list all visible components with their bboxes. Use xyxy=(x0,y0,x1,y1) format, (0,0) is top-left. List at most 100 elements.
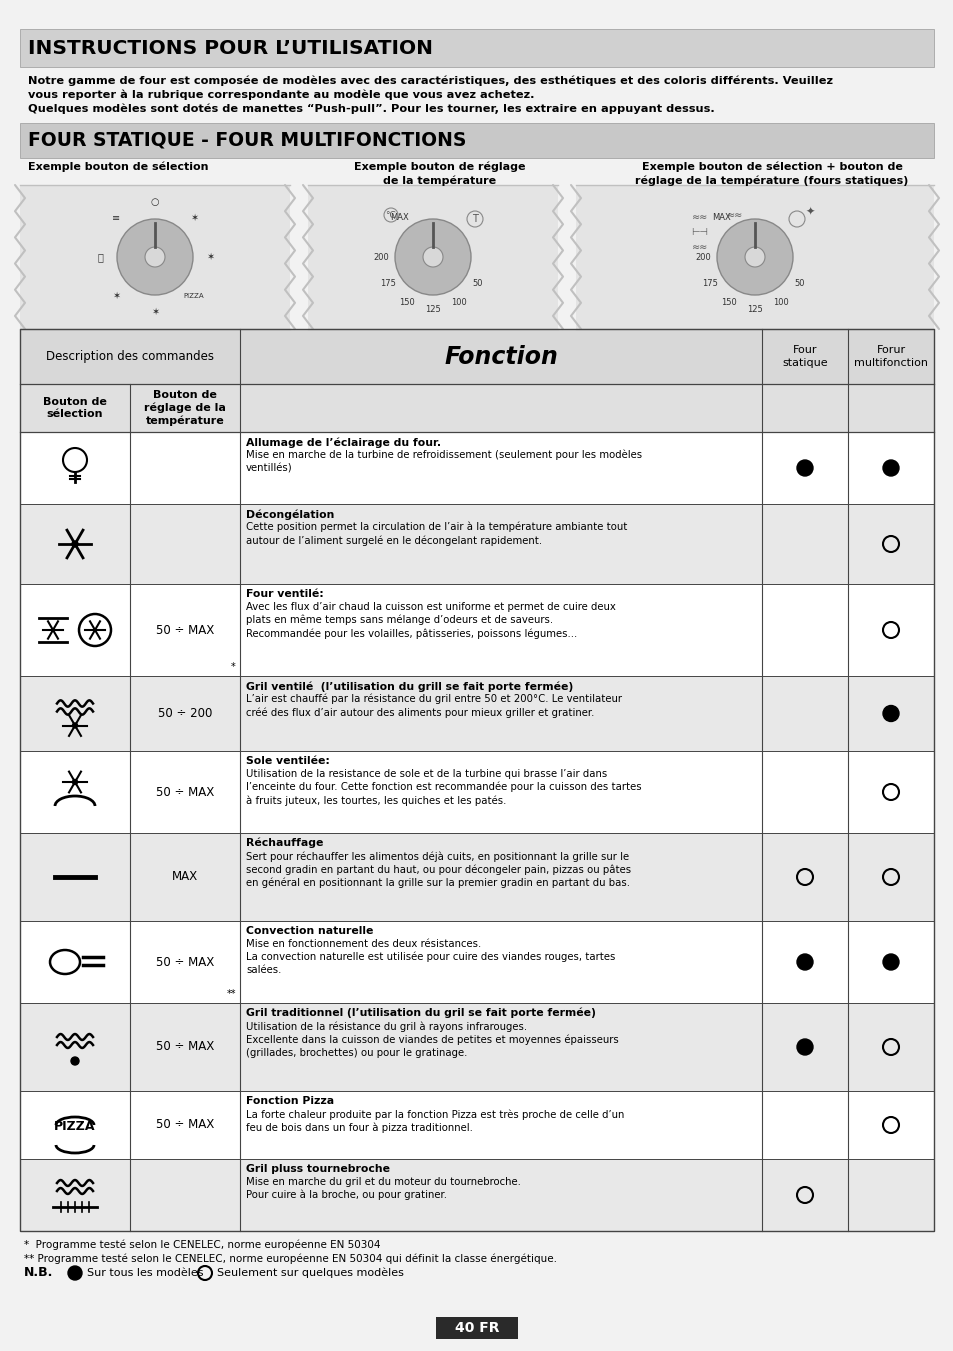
Text: 200: 200 xyxy=(695,253,710,262)
Text: PIZZA: PIZZA xyxy=(54,1120,95,1133)
Text: 100: 100 xyxy=(451,297,466,307)
Bar xyxy=(20,185,290,330)
Text: Mise en fonctionnement des deux résistances.
La convection naturelle est utilisé: Mise en fonctionnement des deux résistan… xyxy=(246,939,615,975)
Text: °C: °C xyxy=(385,211,395,219)
Text: 125: 125 xyxy=(425,304,440,313)
Text: Quelques modèles sont dotés de manettes “Push-pull”. Pour les tourner, les extra: Quelques modèles sont dotés de manettes … xyxy=(28,103,714,113)
Text: FOUR STATIQUE - FOUR MULTIFONCTIONS: FOUR STATIQUE - FOUR MULTIFONCTIONS xyxy=(28,131,466,150)
Bar xyxy=(20,584,933,676)
Text: MAX: MAX xyxy=(390,212,409,222)
Text: Description des commandes: Description des commandes xyxy=(46,350,213,363)
Circle shape xyxy=(145,247,165,267)
Circle shape xyxy=(717,219,792,295)
Text: Forur
multifonction: Forur multifonction xyxy=(853,345,927,367)
Text: ≈≈: ≈≈ xyxy=(726,209,742,220)
Text: 175: 175 xyxy=(379,278,395,288)
Text: Allumage de l’éclairage du four.: Allumage de l’éclairage du four. xyxy=(246,436,440,447)
Bar xyxy=(20,676,933,751)
Bar xyxy=(20,1092,933,1159)
Text: Fonction: Fonction xyxy=(443,345,558,369)
Text: Utilisation de la resistance de sole et de la turbine qui brasse l’air dans
l’en: Utilisation de la resistance de sole et … xyxy=(246,769,641,807)
Text: 150: 150 xyxy=(720,297,736,307)
Circle shape xyxy=(796,954,812,970)
Text: Mise en marche de la turbine de refroidissement (seulement pour les modèles
vent: Mise en marche de la turbine de refroidi… xyxy=(246,450,641,473)
Bar xyxy=(20,1159,933,1231)
Text: ✶: ✶ xyxy=(112,290,120,301)
Text: Convection naturelle: Convection naturelle xyxy=(246,925,373,936)
Text: ≡: ≡ xyxy=(112,213,120,223)
Circle shape xyxy=(68,1266,82,1279)
Text: **: ** xyxy=(226,989,235,998)
Bar xyxy=(20,432,933,504)
Text: ○: ○ xyxy=(151,197,159,207)
Circle shape xyxy=(882,459,898,476)
Text: Bouton de
sélection: Bouton de sélection xyxy=(43,397,107,419)
Text: Sur tous les modèles: Sur tous les modèles xyxy=(87,1269,203,1278)
Circle shape xyxy=(395,219,471,295)
Text: Sert pour réchauffer les alimentos déjà cuits, en positionnant la grille sur le
: Sert pour réchauffer les alimentos déjà … xyxy=(246,851,631,889)
Text: Exemple bouton de réglage
de la température: Exemple bouton de réglage de la températ… xyxy=(354,162,525,186)
Text: PIZZA: PIZZA xyxy=(183,293,204,299)
Text: *  Programme testé selon le CENELEC, norme européenne EN 50304: * Programme testé selon le CENELEC, norm… xyxy=(24,1239,380,1250)
Text: 50 ÷ 200: 50 ÷ 200 xyxy=(157,707,212,720)
Text: Gril pluss tournebroche: Gril pluss tournebroche xyxy=(246,1165,390,1174)
Text: ⌢: ⌢ xyxy=(97,253,103,262)
Circle shape xyxy=(796,459,812,476)
Text: Sole ventilée:: Sole ventilée: xyxy=(246,757,330,766)
Text: vous reporter à la rubrique correspondante au modèle que vous avez achetez.: vous reporter à la rubrique correspondan… xyxy=(28,89,534,100)
Text: Réchauffage: Réchauffage xyxy=(246,838,323,848)
Text: Gril ventilé  (l’utilisation du grill se fait porte fermée): Gril ventilé (l’utilisation du grill se … xyxy=(246,681,573,692)
Text: ** Programme testé selon le CENELEC, norme européenne EN 50304 qui définit la cl: ** Programme testé selon le CENELEC, nor… xyxy=(24,1252,557,1263)
Bar xyxy=(20,1002,933,1092)
Text: Utilisation de la résistance du gril à rayons infrarouges.
Excellente dans la cu: Utilisation de la résistance du gril à r… xyxy=(246,1021,618,1058)
Circle shape xyxy=(882,705,898,721)
Text: INSTRUCTIONS POUR L’UTILISATION: INSTRUCTIONS POUR L’UTILISATION xyxy=(28,38,433,58)
Text: Exemple bouton de sélection: Exemple bouton de sélection xyxy=(28,162,209,173)
Circle shape xyxy=(71,540,78,547)
Text: Four
statique: Four statique xyxy=(781,345,827,367)
Text: Four ventilé:: Four ventilé: xyxy=(246,589,323,598)
Text: Bouton de
réglage de la
température: Bouton de réglage de la température xyxy=(144,390,226,426)
Text: Fonction Pizza: Fonction Pizza xyxy=(246,1096,334,1106)
Text: 50 ÷ MAX: 50 ÷ MAX xyxy=(155,955,213,969)
Text: MAX: MAX xyxy=(172,870,198,884)
Circle shape xyxy=(72,723,77,728)
Text: 50: 50 xyxy=(473,278,483,288)
Circle shape xyxy=(422,247,442,267)
Text: ≈≈: ≈≈ xyxy=(691,242,707,253)
Text: T: T xyxy=(472,213,477,224)
Text: 50 ÷ MAX: 50 ÷ MAX xyxy=(155,1040,213,1054)
Text: ✶: ✶ xyxy=(151,307,159,317)
Bar xyxy=(20,504,933,584)
Text: 150: 150 xyxy=(398,297,415,307)
Text: Notre gamme de four est composée de modèles avec des caractéristiques, des esthé: Notre gamme de four est composée de modè… xyxy=(28,76,832,85)
Text: ✶: ✶ xyxy=(206,253,213,262)
Bar xyxy=(20,28,933,68)
Bar xyxy=(308,185,558,330)
Text: 40 FR: 40 FR xyxy=(455,1321,498,1335)
Bar xyxy=(20,330,933,1231)
Bar xyxy=(436,1317,517,1339)
Text: 50 ÷ MAX: 50 ÷ MAX xyxy=(155,624,213,636)
Text: ⊢⊣: ⊢⊣ xyxy=(691,227,708,236)
Text: *: * xyxy=(231,662,235,671)
Text: Exemple bouton de sélection + bouton de
réglage de la température (fours statiqu: Exemple bouton de sélection + bouton de … xyxy=(635,162,908,186)
Text: 100: 100 xyxy=(772,297,788,307)
Circle shape xyxy=(744,247,764,267)
Circle shape xyxy=(72,780,77,785)
Text: ✶: ✶ xyxy=(190,213,197,223)
Text: 50: 50 xyxy=(794,278,804,288)
Text: ≈≈: ≈≈ xyxy=(691,212,707,222)
Bar xyxy=(20,834,933,921)
Bar xyxy=(20,751,933,834)
Bar xyxy=(20,123,933,158)
Text: Mise en marche du gril et du moteur du tournebroche.
Pour cuire à la broche, ou : Mise en marche du gril et du moteur du t… xyxy=(246,1177,520,1201)
Text: 50 ÷ MAX: 50 ÷ MAX xyxy=(155,785,213,798)
Text: 50 ÷ MAX: 50 ÷ MAX xyxy=(155,1119,213,1132)
Text: ✦: ✦ xyxy=(804,207,814,218)
Text: Décongélation: Décongélation xyxy=(246,509,334,520)
Text: MAX: MAX xyxy=(712,212,730,222)
Text: 125: 125 xyxy=(746,304,762,313)
Text: La forte chaleur produite par la fonction Pizza est très proche de celle d’un
fe: La forte chaleur produite par la fonctio… xyxy=(246,1109,623,1133)
Circle shape xyxy=(882,954,898,970)
